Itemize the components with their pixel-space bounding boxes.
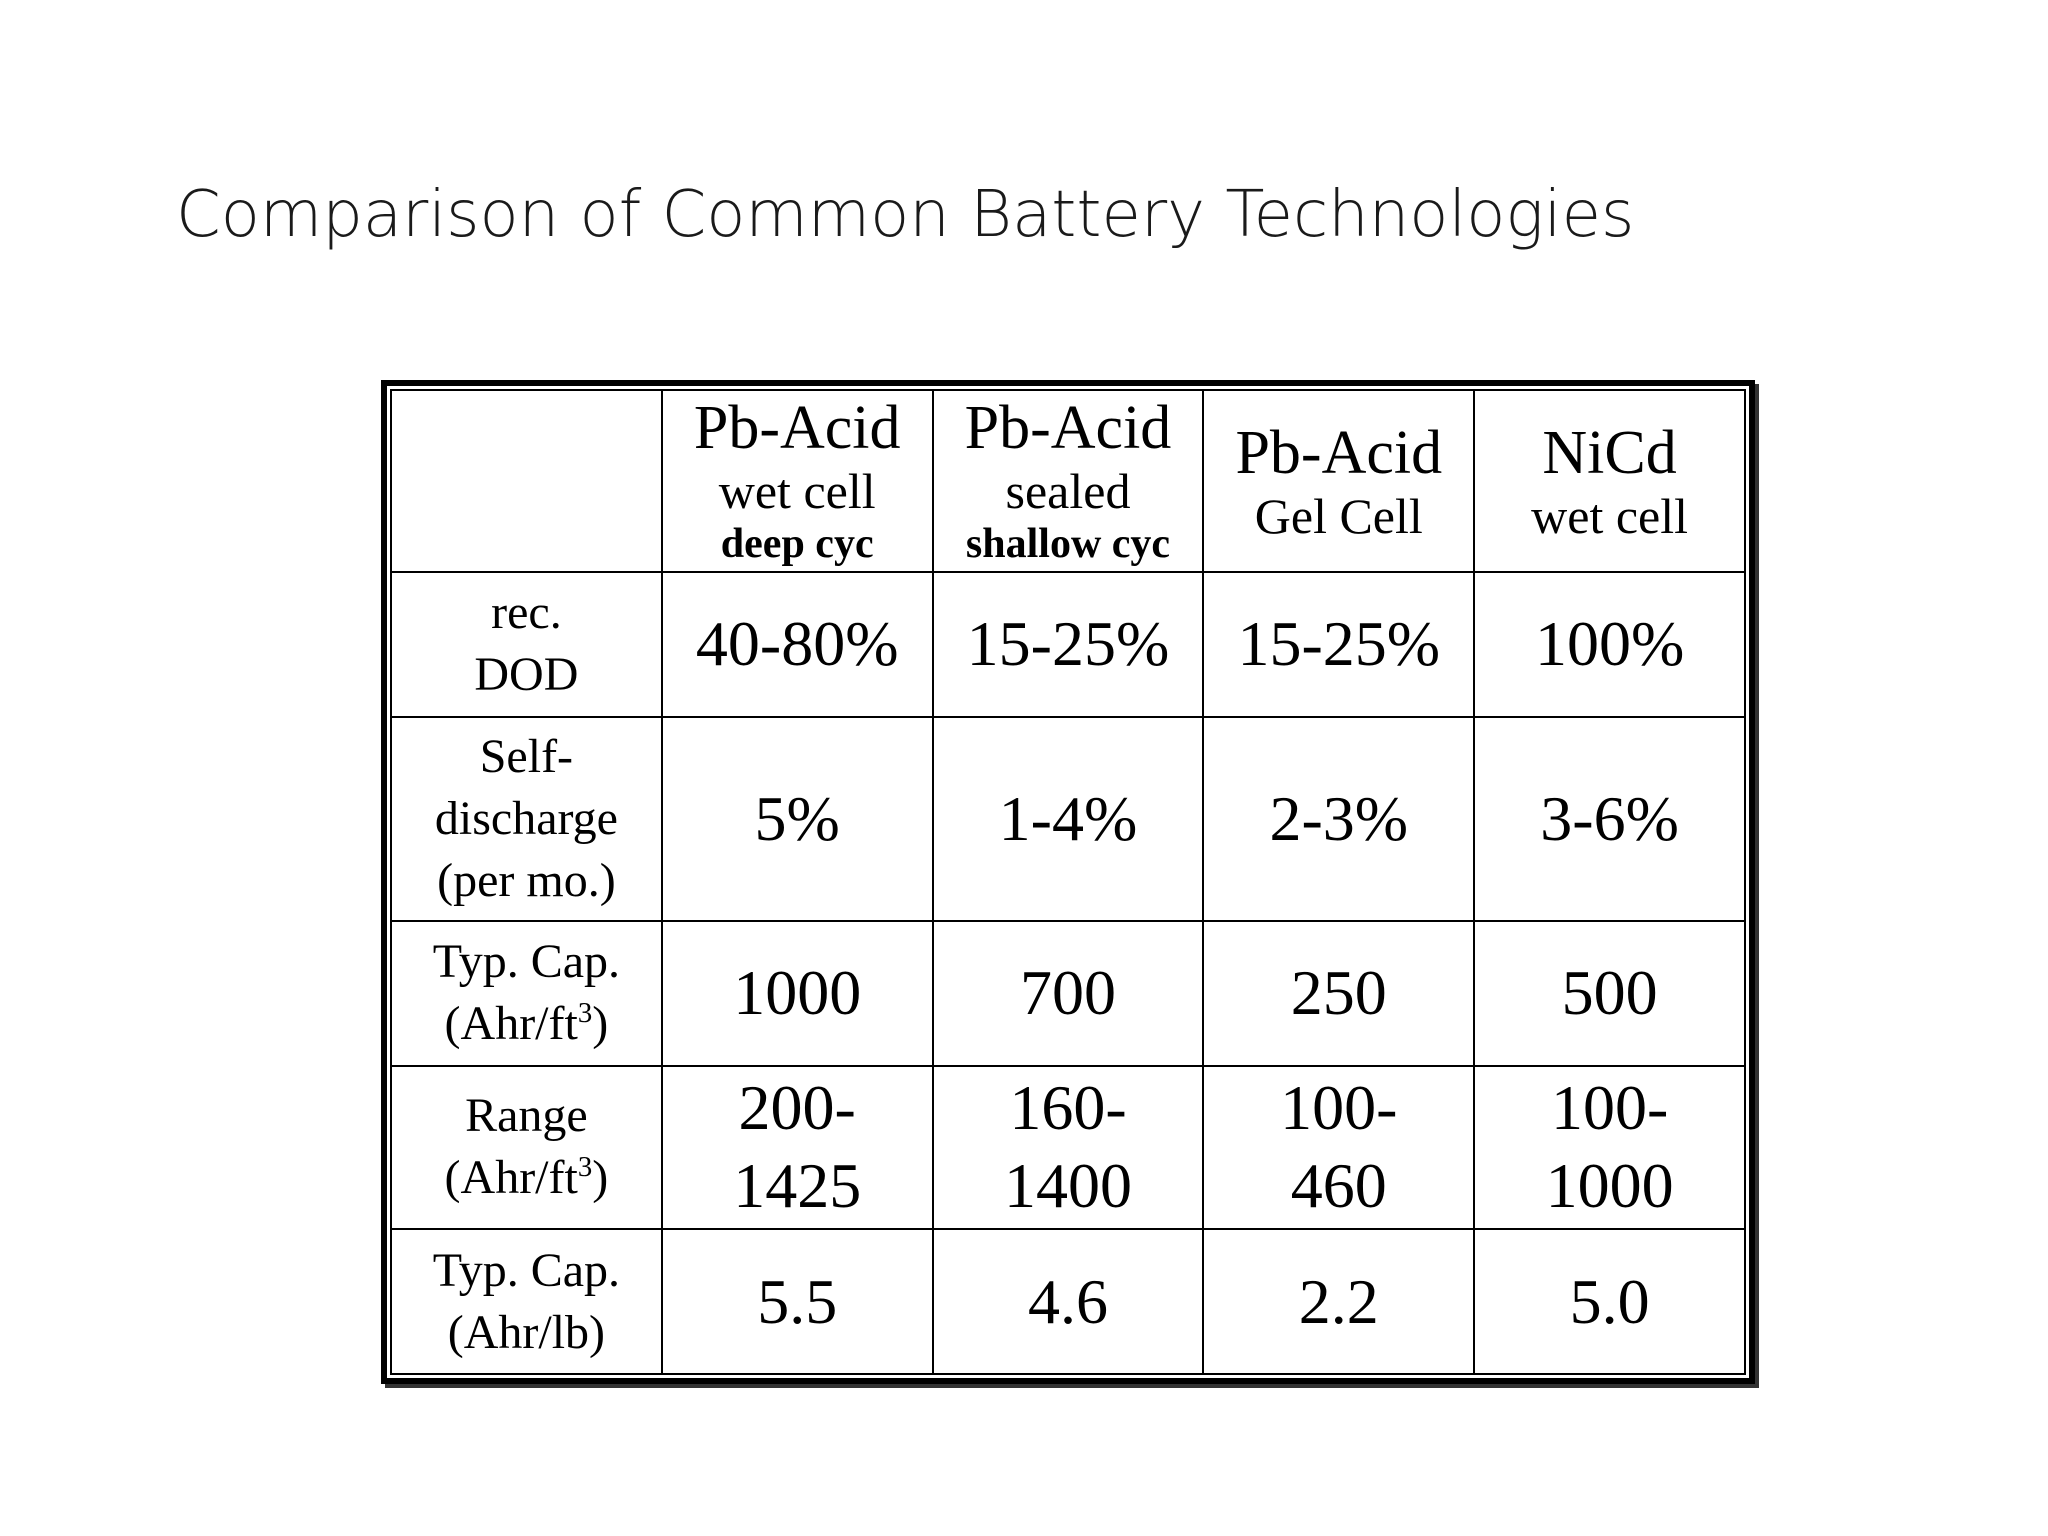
row-label-range-volume: Range (Ahr/ft3) — [390, 1064, 663, 1231]
column-header-pb-acid-sealed-shallow: Pb-Acid sealed shallow cyc — [931, 389, 1205, 573]
unit-base: (Ahr/ft — [444, 997, 578, 1051]
table-cell: 5.5 — [660, 1228, 934, 1375]
slide-title: Comparison of Common Battery Technologie… — [176, 178, 1635, 252]
row-label-unit: (Ahr/ft3) — [392, 993, 661, 1055]
row-label-line: Range — [465, 1089, 588, 1143]
table-row-rec-dod: rec. DOD 40-80% 15-25% 15-25% 100% — [390, 570, 1746, 718]
table-cell: 500 — [1473, 919, 1746, 1067]
table-row-self-discharge: Self- discharge (per mo.) 5% 1-4% 2-3% 3… — [390, 715, 1746, 922]
table-cell: 160- 1400 — [931, 1064, 1205, 1231]
column-header-name: Pb-Acid — [964, 393, 1172, 462]
corner-cell — [390, 389, 663, 573]
table-cell: 4.6 — [931, 1228, 1205, 1375]
table-cell: 100- 1000 — [1473, 1064, 1746, 1231]
column-header-cycle: deep cyc — [720, 520, 874, 567]
column-header-pb-acid-gel: Pb-Acid Gel Cell — [1202, 389, 1476, 573]
unit-close: ) — [592, 997, 609, 1051]
row-label-line: (per mo.) — [437, 853, 616, 907]
table-cell: 700 — [931, 919, 1205, 1067]
table-cell: 5% — [660, 715, 934, 922]
column-header-subtitle: Gel Cell — [1254, 487, 1423, 544]
row-label-line: Self- — [479, 729, 574, 783]
table-cell: 15-25% — [931, 570, 1205, 718]
column-header-name: Pb-Acid — [693, 393, 901, 462]
row-label-self-discharge: Self- discharge (per mo.) — [390, 715, 663, 922]
table-cell: 15-25% — [1202, 570, 1476, 718]
row-label-line: rec. — [491, 586, 562, 640]
comparison-table-frame: Pb-Acid wet cell deep cyc Pb-Acid sealed… — [381, 380, 1755, 1384]
range-low: 200- — [738, 1072, 856, 1144]
table-cell: 200- 1425 — [660, 1064, 934, 1231]
column-header-cycle: shallow cyc — [965, 520, 1171, 567]
row-label-typ-cap-volume: Typ. Cap. (Ahr/ft3) — [390, 919, 663, 1067]
column-header-name: Pb-Acid — [1235, 418, 1443, 487]
row-label-line: Typ. Cap. — [432, 935, 621, 989]
row-label-typ-cap-weight: Typ. Cap. (Ahr/lb) — [390, 1228, 663, 1375]
row-label-line: discharge — [434, 791, 618, 845]
table-cell: 100- 460 — [1202, 1064, 1476, 1231]
unit-exponent: 3 — [577, 997, 593, 1030]
column-header-name: NiCd — [1542, 418, 1677, 487]
table-cell: 1000 — [660, 919, 934, 1067]
row-label-rec-dod: rec. DOD — [390, 570, 663, 718]
table-cell: 40-80% — [660, 570, 934, 718]
table-cell: 2.2 — [1202, 1228, 1476, 1375]
range-high: 460 — [1290, 1150, 1387, 1222]
column-header-subtitle: wet cell — [718, 462, 876, 519]
table-cell: 250 — [1202, 919, 1476, 1067]
table-cell: 2-3% — [1202, 715, 1476, 922]
range-low: 160- — [1009, 1072, 1127, 1144]
unit-exponent: 3 — [577, 1151, 593, 1184]
range-low: 100- — [1280, 1072, 1398, 1144]
row-label-line: DOD — [474, 648, 579, 702]
table-cell: 100% — [1473, 570, 1746, 718]
row-label-line: Typ. Cap. — [432, 1243, 621, 1297]
unit-base: (Ahr/ft — [444, 1151, 578, 1205]
header-row: Pb-Acid wet cell deep cyc Pb-Acid sealed… — [390, 389, 1746, 573]
range-high: 1425 — [733, 1150, 862, 1222]
table-row-typ-cap-weight: Typ. Cap. (Ahr/lb) 5.5 4.6 2.2 5.0 — [390, 1228, 1746, 1375]
row-label-unit: (Ahr/ft3) — [392, 1147, 661, 1209]
column-header-pb-acid-wet-deep: Pb-Acid wet cell deep cyc — [660, 389, 934, 573]
range-high: 1400 — [1003, 1150, 1132, 1222]
table-row-range-volume: Range (Ahr/ft3) 200- 1425 160- 1400 100-… — [390, 1064, 1746, 1231]
table-cell: 5.0 — [1473, 1228, 1746, 1375]
column-header-subtitle: wet cell — [1531, 487, 1689, 544]
unit-close: ) — [592, 1151, 609, 1205]
column-header-nicd-wet: NiCd wet cell — [1473, 389, 1746, 573]
table-cell: 1-4% — [931, 715, 1205, 922]
battery-comparison-table: Pb-Acid wet cell deep cyc Pb-Acid sealed… — [390, 389, 1746, 1375]
table-row-typ-cap-volume: Typ. Cap. (Ahr/ft3) 1000 700 250 500 — [390, 919, 1746, 1067]
range-high: 1000 — [1545, 1150, 1674, 1222]
table-cell: 3-6% — [1473, 715, 1746, 922]
range-low: 100- — [1550, 1072, 1669, 1144]
column-header-subtitle: sealed — [1005, 462, 1131, 519]
row-label-line: (Ahr/lb) — [447, 1305, 606, 1359]
